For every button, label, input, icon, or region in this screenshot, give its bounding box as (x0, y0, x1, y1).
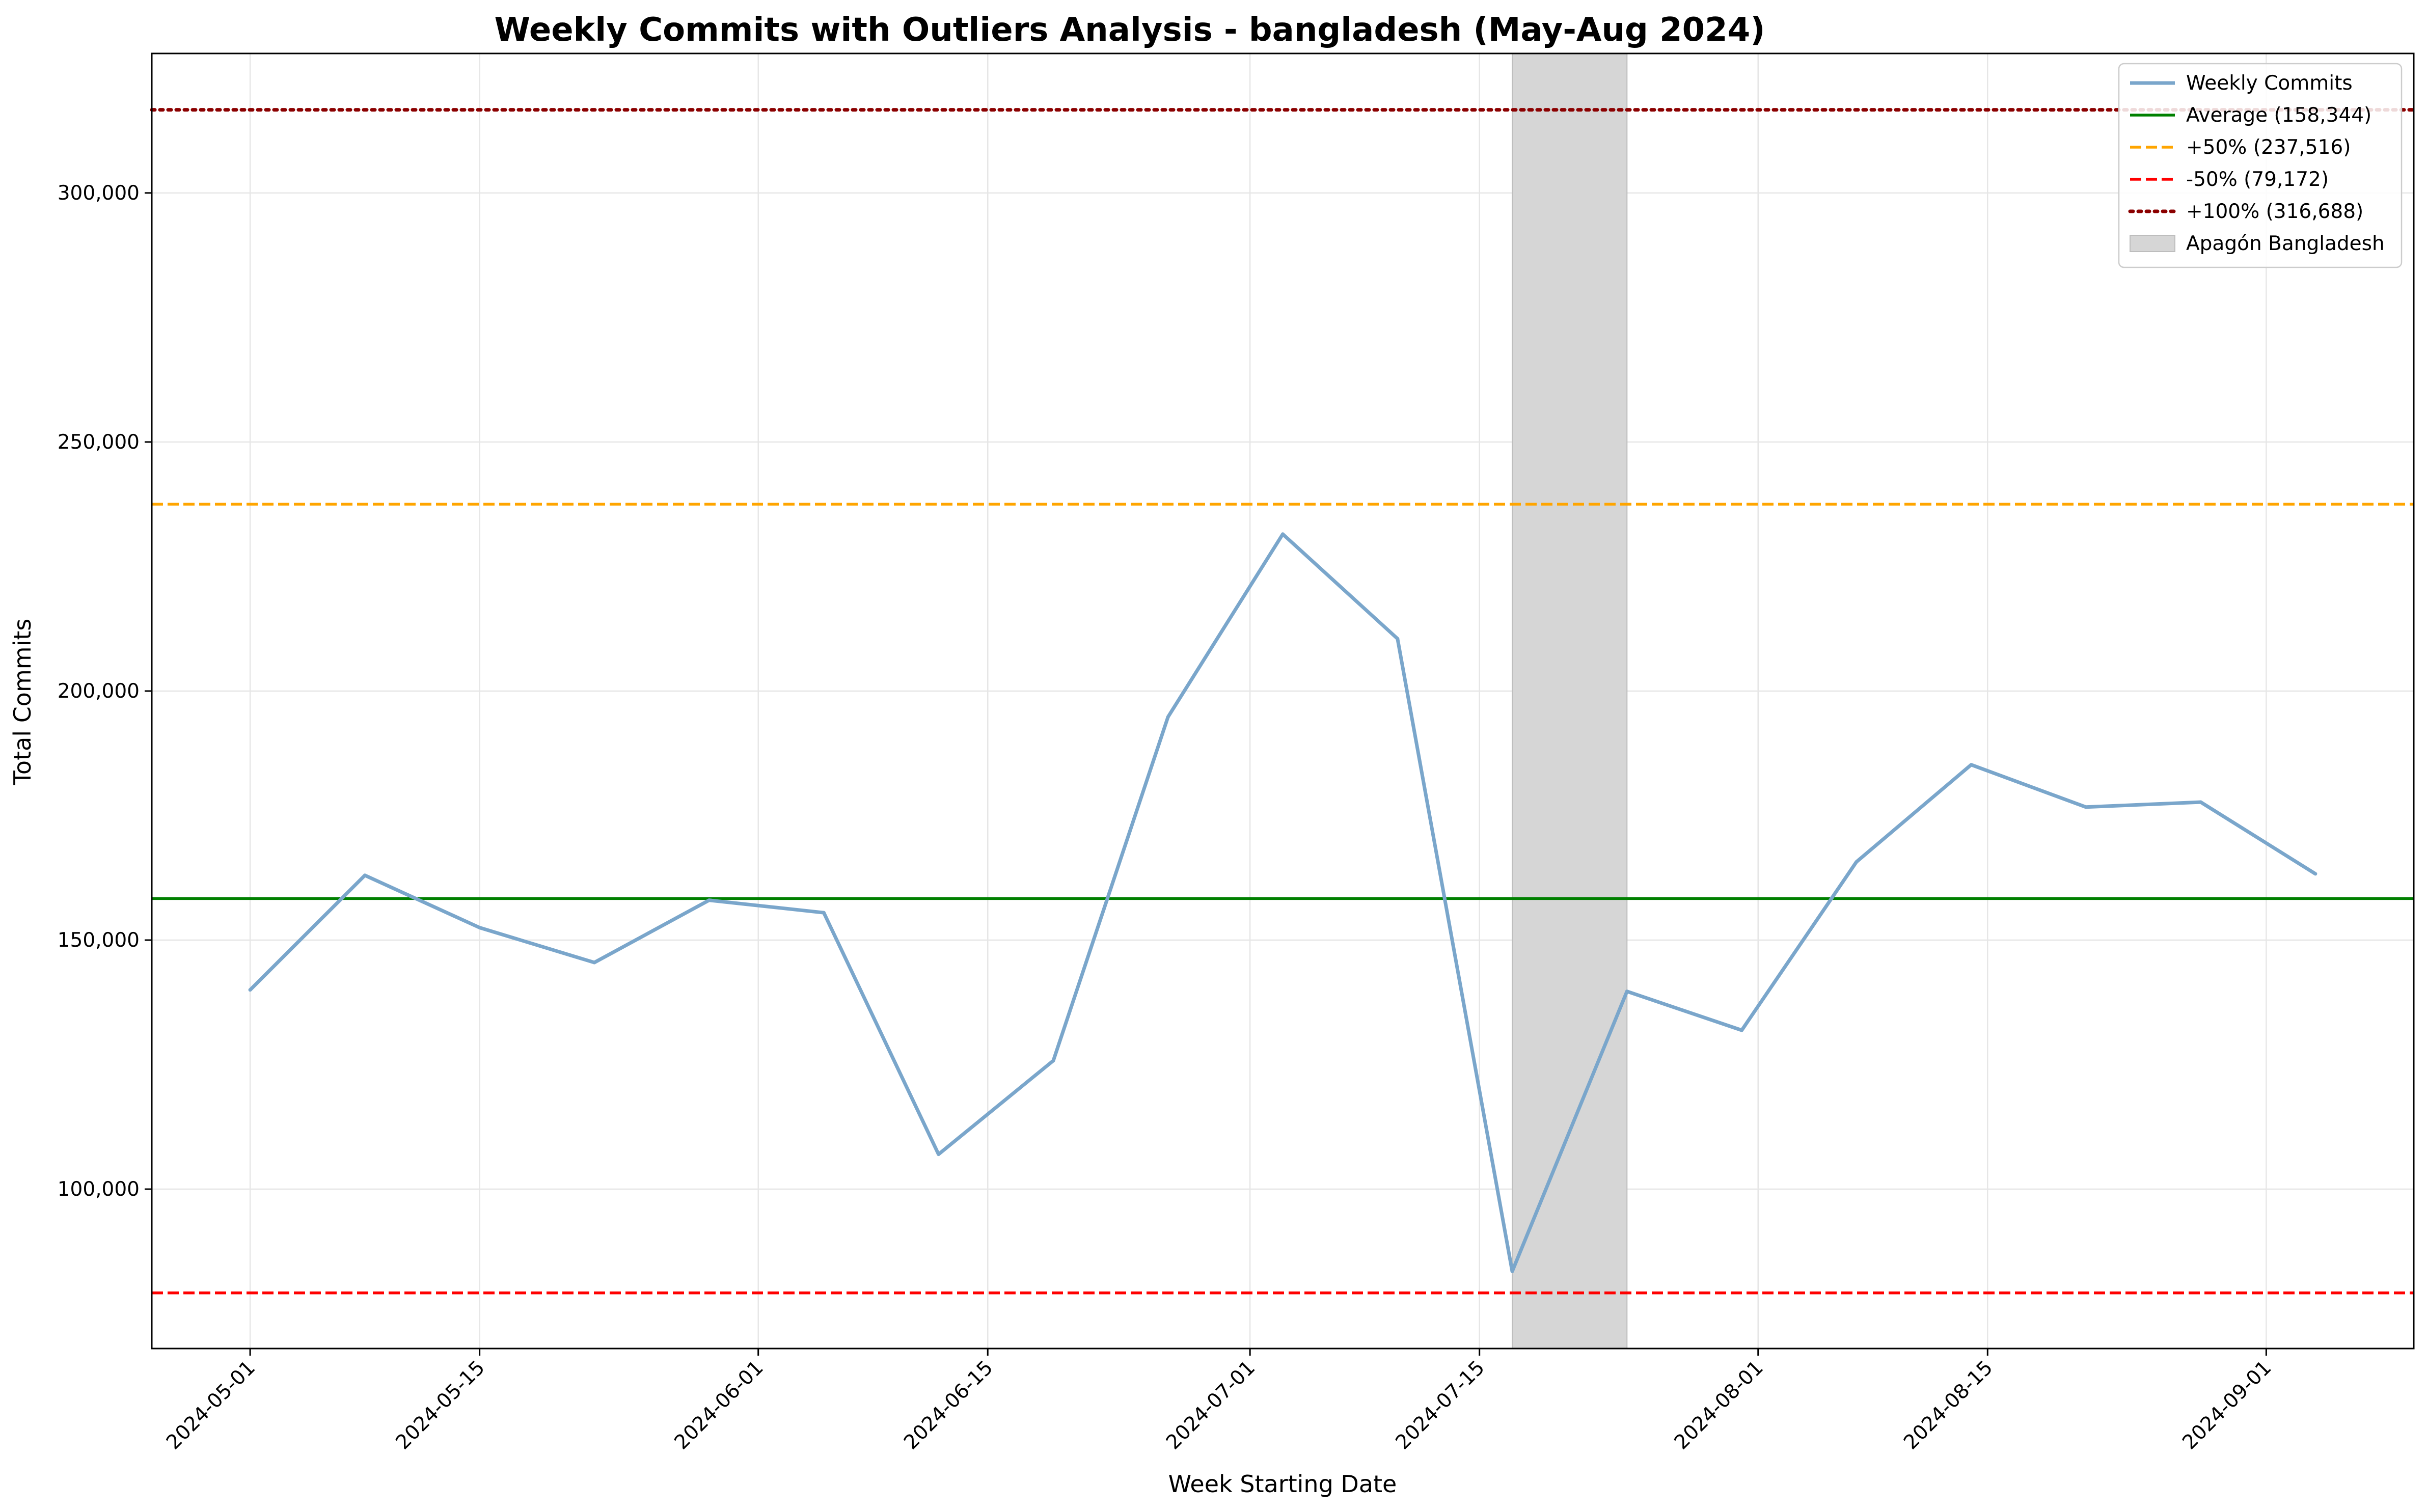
y-tick-label: 200,000 (58, 680, 140, 703)
data-point (592, 960, 596, 965)
data-point (1166, 715, 1170, 719)
legend-label: -50% (79,172) (2186, 168, 2329, 191)
legend-label: +50% (237,516) (2186, 136, 2351, 159)
x-tick-label: 2024-08-15 (1899, 1356, 1997, 1454)
series-line-weekly-commits (249, 532, 2316, 1273)
data-point (1051, 1059, 1055, 1063)
x-tick-label: 2024-07-15 (1392, 1356, 1489, 1454)
grid-lines (152, 53, 2414, 1349)
x-tick-label: 2024-06-01 (670, 1356, 768, 1454)
legend-label: Weekly Commits (2186, 72, 2353, 95)
plot-frame (151, 52, 2415, 1350)
x-tick-label: 2024-08-01 (1670, 1356, 1768, 1454)
y-axis-label: Total Commits (9, 619, 36, 786)
y-tick-label: 250,000 (58, 431, 140, 454)
data-point (2084, 805, 2088, 809)
x-axis-ticks: 2024-05-01 2024-05-15 2024-06-01 2024-06-15… (162, 1349, 2276, 1454)
legend-label: +100% (316,688) (2186, 200, 2363, 223)
series-layer (248, 532, 2317, 1273)
data-point (937, 1152, 941, 1157)
y-tick-label: 150,000 (58, 929, 140, 952)
y-axis-ticks: 100,000 150,000 200,000 250,000 300,000 (58, 182, 152, 1201)
x-tick-label: 2024-09-01 (2178, 1356, 2276, 1454)
chart-title: Weekly Commits with Outliers Analysis - … (495, 11, 1765, 49)
data-point (363, 873, 367, 877)
x-tick-label: 2024-07-01 (1162, 1356, 1260, 1454)
x-axis-label: Week Starting Date (1168, 1470, 1397, 1498)
data-point (707, 898, 711, 902)
legend-swatch (2130, 235, 2175, 252)
data-point (1969, 763, 1973, 767)
data-point (1396, 637, 1400, 641)
data-point (478, 926, 482, 930)
legend-label: Apagón Bangladesh (2186, 232, 2385, 255)
shaded-region-apagon (1512, 53, 1628, 1349)
data-point (2313, 872, 2317, 876)
data-point (1855, 860, 1859, 864)
y-tick-label: 100,000 (58, 1178, 140, 1201)
reference-lines-layer (150, 108, 2416, 1295)
data-point (822, 911, 826, 915)
legend-label: Average (158,344) (2186, 104, 2371, 127)
data-point (1625, 989, 1629, 994)
legend-box (2118, 63, 2403, 268)
data-point (248, 988, 252, 992)
y-tick-label: 300,000 (58, 182, 140, 205)
x-tick-label: 2024-06-15 (899, 1356, 997, 1454)
legend: Weekly Commits Average (158,344) +50% (237… (2118, 63, 2403, 268)
x-tick-label: 2024-05-15 (392, 1356, 489, 1454)
shaded-region-layer (1512, 53, 1628, 1349)
data-point (1740, 1028, 1744, 1032)
data-point (1510, 1269, 1514, 1273)
data-point (2199, 800, 2203, 804)
data-point (1281, 532, 1285, 536)
x-tick-label: 2024-05-01 (162, 1356, 260, 1454)
